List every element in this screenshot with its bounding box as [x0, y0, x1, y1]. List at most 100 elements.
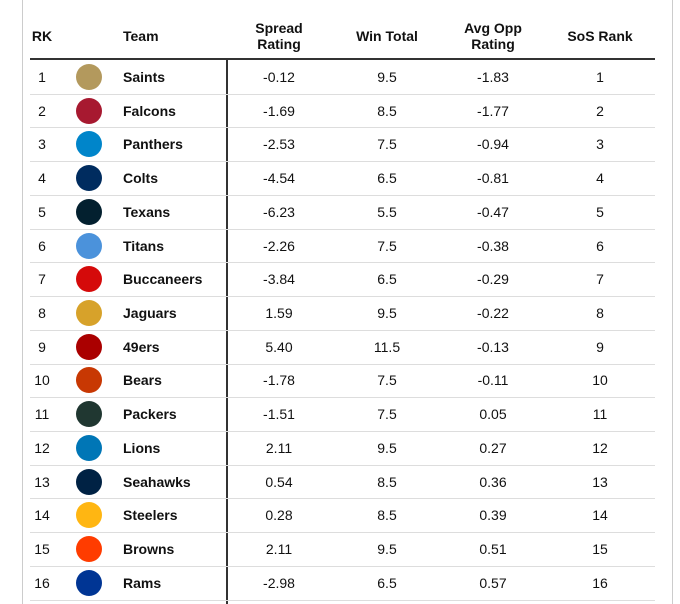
team-name: Texans [123, 203, 171, 220]
win-total: 9.5 [377, 68, 397, 85]
rank: 14 [34, 507, 50, 524]
team-name: Packers [123, 406, 177, 423]
row-separator [30, 127, 655, 129]
team-name: Steelers [123, 507, 178, 524]
sos-rank: 10 [592, 372, 608, 389]
win-total: 6.5 [377, 170, 397, 187]
row-separator [30, 464, 655, 466]
avg-opp-rating: -0.94 [477, 136, 509, 153]
column-header: Team [123, 28, 159, 44]
row-separator [30, 329, 655, 331]
row-separator [30, 93, 655, 95]
avg-opp-rating: -0.29 [477, 271, 509, 288]
spread-rating: -0.12 [263, 68, 295, 85]
team-name: Titans [123, 237, 164, 254]
team-name: Seahawks [123, 473, 191, 490]
spread-rating: -1.69 [263, 102, 295, 119]
column-header: SoS Rank [567, 28, 633, 44]
row-separator [30, 194, 655, 196]
team-name: Lions [123, 439, 161, 456]
spread-rating: -6.23 [263, 203, 295, 220]
row-separator [30, 228, 655, 230]
avg-opp-rating: -0.22 [477, 304, 509, 321]
win-total: 6.5 [377, 271, 397, 288]
column-header: Win Total [356, 28, 418, 44]
sos-rank: 16 [592, 574, 608, 591]
rank: 15 [34, 541, 50, 558]
avg-opp-rating: -0.13 [477, 338, 509, 355]
sos-rank: 8 [596, 304, 604, 321]
avg-opp-rating: -0.47 [477, 203, 509, 220]
sos-rank: 2 [596, 102, 604, 119]
avg-opp-rating: 0.57 [479, 574, 507, 591]
spread-rating: -2.26 [263, 237, 295, 254]
team-name: Colts [123, 170, 158, 187]
row-separator [30, 599, 655, 601]
spread-rating: -1.51 [263, 406, 295, 423]
avg-opp-rating: 0.51 [479, 541, 507, 558]
rank: 4 [38, 170, 46, 187]
row-separator [30, 161, 655, 163]
sos-rank: 11 [592, 406, 608, 423]
sos-rank: 9 [596, 338, 604, 355]
sos-rank: 3 [596, 136, 604, 153]
row-separator [30, 431, 655, 433]
team-name: Bears [123, 372, 162, 389]
win-total: 5.5 [377, 203, 397, 220]
team-name: Panthers [123, 136, 183, 153]
rank: 1 [38, 68, 46, 85]
row-separator [30, 262, 655, 264]
team-name: Buccaneers [123, 271, 203, 288]
rank: 16 [34, 574, 50, 591]
frame-right [672, 0, 673, 604]
team-logo [76, 198, 102, 225]
row-separator [30, 363, 655, 365]
spread-rating: 1.59 [265, 304, 293, 321]
team-logo [76, 434, 102, 461]
rank: 2 [38, 102, 46, 119]
rank: 8 [38, 304, 46, 321]
team-name: Jaguars [123, 304, 177, 321]
team-logo [76, 97, 102, 124]
team-logo [76, 502, 102, 529]
team-logo [76, 569, 102, 596]
rank: 10 [34, 372, 50, 389]
spread-rating: -2.53 [263, 136, 295, 153]
sos-rank: 13 [592, 473, 608, 490]
spread-rating: 0.54 [265, 473, 293, 490]
team-logo [76, 536, 102, 563]
row-separator [30, 532, 655, 534]
spread-rating: 2.11 [265, 541, 293, 558]
spread-rating: 0.28 [265, 507, 293, 524]
rank: 11 [34, 406, 50, 423]
rank: 6 [38, 237, 46, 254]
column-header: RK [31, 28, 53, 44]
spread-rating: 5.40 [265, 338, 293, 355]
row-separator [30, 296, 655, 298]
win-total: 8.5 [377, 473, 397, 490]
column-header: Spread Rating [255, 20, 303, 52]
sos-rank: 15 [592, 541, 608, 558]
team-logo [76, 333, 102, 360]
win-total: 9.5 [377, 439, 397, 456]
win-total: 7.5 [377, 406, 397, 423]
win-total: 9.5 [377, 304, 397, 321]
spread-rating: -3.84 [263, 271, 295, 288]
column-rule [226, 60, 228, 604]
frame-left [22, 0, 23, 604]
sos-rank: 1 [596, 68, 604, 85]
team-logo [76, 468, 102, 495]
rank: 9 [38, 338, 46, 355]
win-total: 6.5 [377, 574, 397, 591]
avg-opp-rating: 0.05 [479, 406, 507, 423]
team-logo [76, 299, 102, 326]
avg-opp-rating: -0.81 [477, 170, 509, 187]
rank: 3 [38, 136, 46, 153]
win-total: 8.5 [377, 507, 397, 524]
team-logo [76, 63, 102, 90]
sos-rank: 7 [596, 271, 604, 288]
win-total: 8.5 [377, 102, 397, 119]
row-separator [30, 565, 655, 567]
team-name: 49ers [123, 338, 160, 355]
